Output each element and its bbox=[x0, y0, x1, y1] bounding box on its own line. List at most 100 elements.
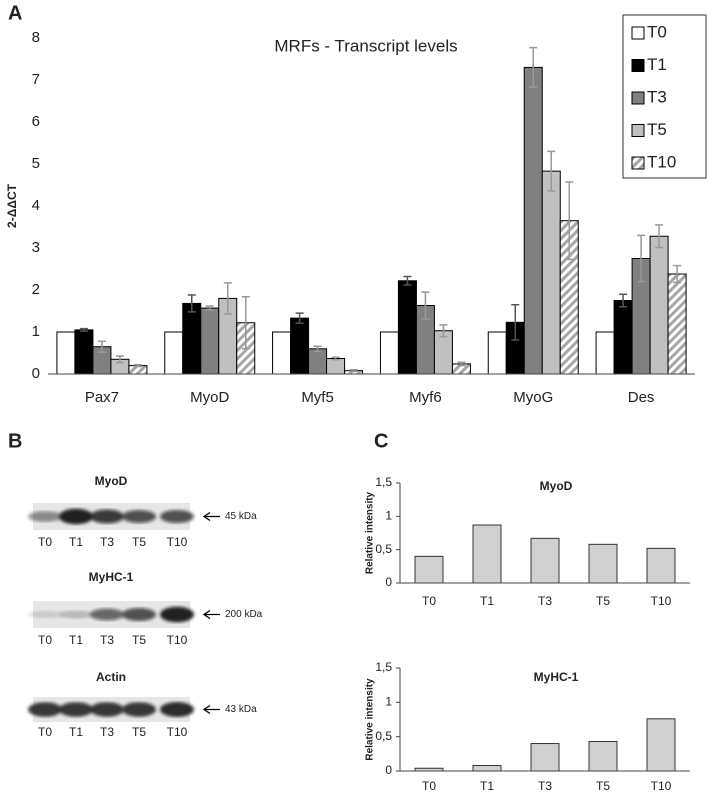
error-bar bbox=[187, 294, 196, 313]
bar bbox=[290, 317, 310, 375]
blot-band bbox=[59, 702, 93, 717]
blot-band bbox=[28, 702, 62, 717]
bar bbox=[649, 235, 669, 375]
blot-band bbox=[28, 511, 62, 522]
error-bar bbox=[79, 327, 88, 332]
bar bbox=[74, 329, 94, 375]
x-tick-label: T5 bbox=[596, 779, 610, 793]
blot-title: MyHC-1 bbox=[89, 570, 134, 584]
y-tick-label: 0,5 bbox=[375, 729, 392, 743]
bar bbox=[200, 307, 220, 375]
y-tick-label: 8 bbox=[32, 29, 40, 46]
y-tick-label: 1 bbox=[32, 323, 40, 340]
error-bar bbox=[205, 305, 214, 311]
error-bar bbox=[331, 356, 340, 361]
blot-band bbox=[59, 610, 93, 619]
bar bbox=[414, 555, 444, 584]
legend-swatch bbox=[631, 91, 645, 105]
error-bar bbox=[547, 150, 556, 192]
lane-label: T3 bbox=[100, 535, 114, 549]
panel-label: B bbox=[8, 430, 22, 452]
y-tick-label: 0 bbox=[32, 365, 40, 382]
band-size: 200 kDa bbox=[225, 609, 263, 620]
x-tick-label: T1 bbox=[480, 779, 494, 793]
error-bar bbox=[655, 224, 664, 249]
x-tick-label: Pax7 bbox=[85, 389, 119, 406]
bar bbox=[646, 718, 676, 772]
bar bbox=[530, 743, 560, 772]
bar bbox=[379, 331, 399, 375]
blot-band bbox=[122, 702, 156, 717]
x-tick-label: MyoD bbox=[190, 389, 229, 406]
lane-label: T0 bbox=[38, 633, 52, 647]
error-bar bbox=[637, 234, 646, 283]
chart-title: MyoD bbox=[540, 479, 573, 493]
legend-swatch bbox=[631, 124, 645, 137]
error-bar bbox=[673, 264, 682, 284]
bar bbox=[530, 537, 560, 584]
band-size: 45 kDa bbox=[225, 511, 257, 522]
chart-title: MyHC-1 bbox=[534, 670, 579, 684]
y-tick-label: 1,5 bbox=[375, 475, 392, 489]
bar bbox=[523, 66, 543, 375]
x-tick-label: MyoG bbox=[513, 389, 553, 406]
bar bbox=[272, 331, 292, 375]
blot-band bbox=[160, 606, 194, 623]
y-axis-label: 2-ΔΔCT bbox=[5, 183, 19, 228]
legend-label: T3 bbox=[647, 87, 667, 106]
lane-label: T5 bbox=[132, 633, 146, 647]
legend-swatch bbox=[631, 26, 645, 40]
lane-label: T10 bbox=[167, 535, 188, 549]
error-bar bbox=[133, 364, 142, 368]
x-tick-label: Myf6 bbox=[409, 389, 442, 406]
error-bar bbox=[457, 361, 466, 367]
lane-label: T1 bbox=[69, 633, 83, 647]
bar bbox=[541, 170, 561, 375]
x-tick-label: Des bbox=[628, 389, 655, 406]
y-tick-label: 1 bbox=[385, 509, 392, 523]
blot-band bbox=[160, 510, 194, 523]
y-tick-label: 6 bbox=[32, 113, 40, 130]
band-size: 43 kDa bbox=[225, 704, 257, 715]
arrow bbox=[202, 609, 220, 620]
y-tick-label: 1,5 bbox=[375, 660, 392, 674]
bar bbox=[613, 300, 633, 375]
error-bar bbox=[241, 295, 250, 350]
bar bbox=[588, 543, 618, 584]
x-tick-label: T0 bbox=[422, 594, 436, 608]
blot-band bbox=[122, 608, 156, 621]
blot-band bbox=[122, 510, 156, 523]
bar bbox=[588, 740, 618, 772]
legend-label: T1 bbox=[647, 55, 667, 74]
y-tick-label: 0 bbox=[385, 575, 392, 589]
x-tick-label: T3 bbox=[538, 594, 552, 608]
x-tick-label: T3 bbox=[538, 779, 552, 793]
lane-label: T1 bbox=[69, 535, 83, 549]
error-bar bbox=[313, 345, 322, 353]
lane-label: T10 bbox=[167, 725, 188, 739]
panel-label: A bbox=[8, 2, 22, 24]
bar bbox=[487, 331, 507, 375]
error-bar bbox=[439, 324, 448, 338]
blot-title: Actin bbox=[96, 670, 126, 684]
legend-label: T10 bbox=[647, 152, 676, 171]
blot-band bbox=[90, 608, 124, 621]
x-tick-label: T5 bbox=[596, 594, 610, 608]
x-tick-label: T10 bbox=[651, 594, 672, 608]
blot-band bbox=[90, 702, 124, 717]
error-bar bbox=[223, 282, 232, 315]
bar bbox=[56, 331, 76, 375]
panel-label: C bbox=[374, 430, 388, 452]
lane-label: T0 bbox=[38, 725, 52, 739]
lane-label: T3 bbox=[100, 633, 114, 647]
error-bar bbox=[97, 340, 106, 353]
bar bbox=[472, 765, 502, 772]
y-tick-label: 4 bbox=[32, 197, 40, 214]
blot-band bbox=[90, 509, 124, 524]
legend-swatch bbox=[631, 59, 645, 72]
error-bar bbox=[619, 293, 628, 308]
y-tick-label: 7 bbox=[32, 71, 40, 88]
y-tick-label: 2 bbox=[32, 281, 40, 298]
chart-title: MRFs - Transcript levels bbox=[274, 36, 457, 55]
